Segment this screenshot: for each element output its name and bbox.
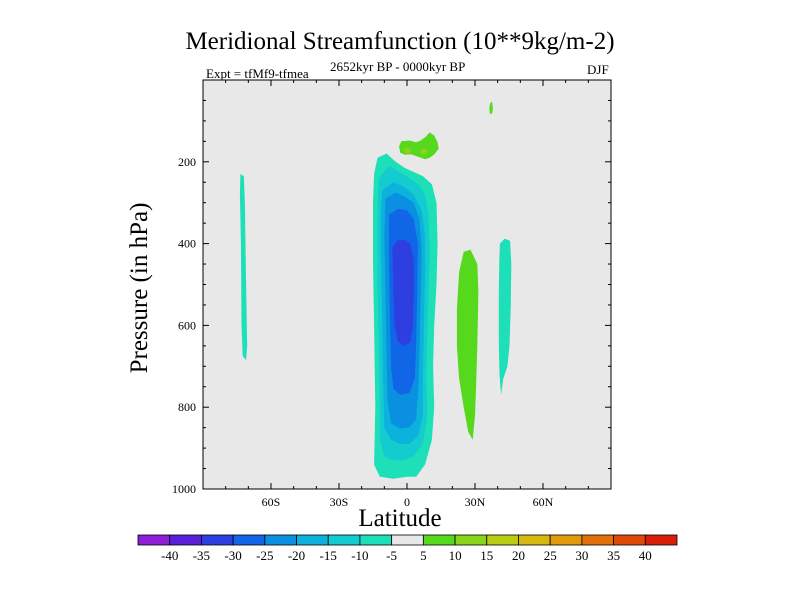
colorbar-box xyxy=(232,534,266,546)
colorbar-label: 20 xyxy=(512,548,525,563)
x-tick-label: 60N xyxy=(533,495,554,509)
colorbar-label: -35 xyxy=(193,548,210,563)
colorbar-label: -40 xyxy=(161,548,178,563)
colorbar-label: -15 xyxy=(320,548,337,563)
period-label: 2652kyr BP - 0000kyr BP xyxy=(330,59,466,74)
y-tick-label: 400 xyxy=(178,237,196,251)
y-axis-label: Pressure (in hPa) xyxy=(126,202,153,374)
plot-area: 60S 30S 0 30N 60N 200 400 600 800 1000 xyxy=(172,79,612,509)
colorbar-label: -30 xyxy=(224,548,241,563)
colorbar-label: 25 xyxy=(544,548,557,563)
y-tick-label: 200 xyxy=(178,155,196,169)
contour-region-top-blob-inner-left xyxy=(403,147,412,154)
colorbar-box xyxy=(296,534,329,546)
colorbar-label: -20 xyxy=(288,548,305,563)
colorbar-box xyxy=(264,534,297,546)
colorbar-box xyxy=(613,534,646,546)
x-tick-label: 30S xyxy=(330,495,349,509)
colorbar-label: -5 xyxy=(386,548,397,563)
colorbar-label: -25 xyxy=(256,548,273,563)
experiment-label: Expt = tfMf9-tfmea xyxy=(206,66,309,81)
colorbar-box xyxy=(518,534,551,546)
x-tick-label: 60S xyxy=(262,495,281,509)
colorbar-box xyxy=(486,534,519,546)
colorbar-box xyxy=(137,534,171,546)
colorbar: -40 -35 -30 -25 -20 -15 -10 -5 5 10 15 20 25 30 35 40 xyxy=(137,534,678,563)
contour-region-cell-45S-outer xyxy=(239,174,248,361)
colorbar-box xyxy=(391,534,424,546)
season-label: DJF xyxy=(587,62,609,77)
colorbar-box xyxy=(644,534,678,546)
contour-region-cell-40N-outer xyxy=(498,238,512,395)
colorbar-box xyxy=(201,534,234,546)
contour-region-sh-positive-cell xyxy=(456,249,479,440)
colorbar-label: -10 xyxy=(351,548,368,563)
y-tick-label: 800 xyxy=(178,400,196,414)
colorbar-label: 5 xyxy=(420,548,427,563)
chart-title: Meridional Streamfunction (10**9kg/m-2) xyxy=(185,28,615,55)
x-tick-label: 30N xyxy=(465,495,486,509)
colorbar-box xyxy=(422,534,456,546)
colorbar-box xyxy=(454,534,488,546)
colorbar-label: 10 xyxy=(449,548,462,563)
colorbar-label: 30 xyxy=(575,548,588,563)
colorbar-box xyxy=(327,534,361,546)
y-tick-label: 600 xyxy=(178,318,196,332)
contour-region-spike-north xyxy=(489,101,493,115)
axis-ticks: 60S 30S 0 30N 60N 200 400 600 800 1000 xyxy=(172,80,612,509)
colorbar-label: 15 xyxy=(480,548,493,563)
contour-fills xyxy=(239,101,512,479)
contour-region-top-blob-inner-right xyxy=(420,148,428,155)
colorbar-box xyxy=(359,534,393,546)
colorbar-label: 40 xyxy=(639,548,652,563)
x-tick-label: 0 xyxy=(404,495,410,509)
colorbar-box xyxy=(169,534,202,546)
contour-region-main-cell-ring6 xyxy=(392,239,414,346)
colorbar-box xyxy=(549,534,583,546)
colorbar-box xyxy=(581,534,614,546)
colorbar-label: 35 xyxy=(607,548,620,563)
y-tick-label: 1000 xyxy=(172,482,196,496)
x-axis-label: Latitude xyxy=(358,505,442,532)
